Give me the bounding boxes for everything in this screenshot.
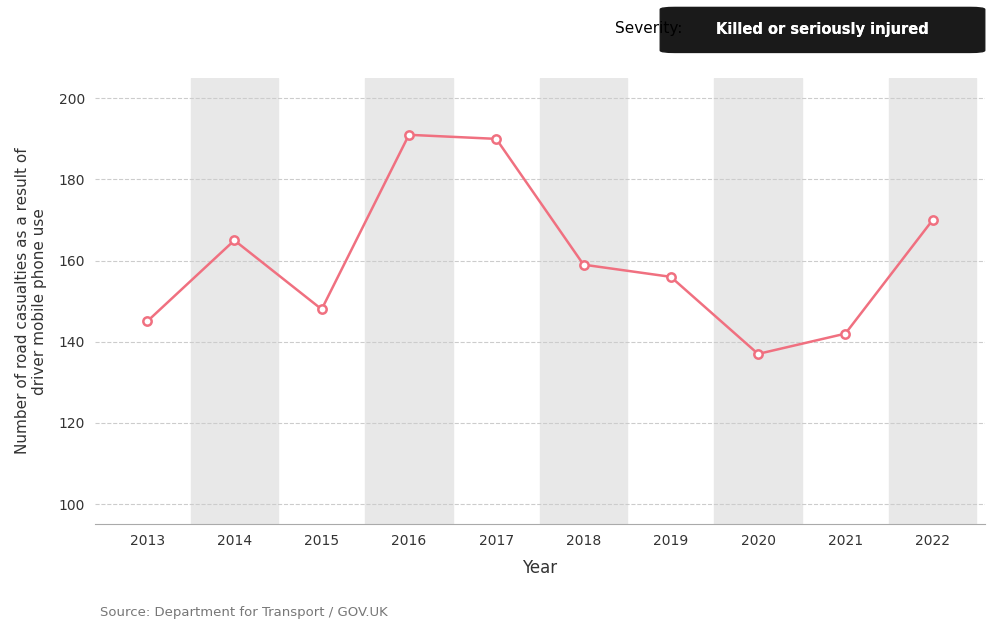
Bar bbox=[714, 78, 802, 524]
FancyBboxPatch shape bbox=[660, 8, 985, 52]
Bar bbox=[889, 78, 976, 524]
Text: Severity:: Severity: bbox=[615, 21, 682, 36]
Y-axis label: Number of road casualties as a result of
driver mobile phone use: Number of road casualties as a result of… bbox=[15, 148, 47, 454]
Text: Killed or seriously injured: Killed or seriously injured bbox=[716, 23, 929, 37]
Bar bbox=[365, 78, 453, 524]
Bar bbox=[540, 78, 627, 524]
X-axis label: Year: Year bbox=[522, 559, 557, 577]
Text: Source: Department for Transport / GOV.UK: Source: Department for Transport / GOV.U… bbox=[100, 605, 388, 619]
Bar bbox=[191, 78, 278, 524]
Text: Killed or seriously injured: Killed or seriously injured bbox=[716, 23, 929, 37]
